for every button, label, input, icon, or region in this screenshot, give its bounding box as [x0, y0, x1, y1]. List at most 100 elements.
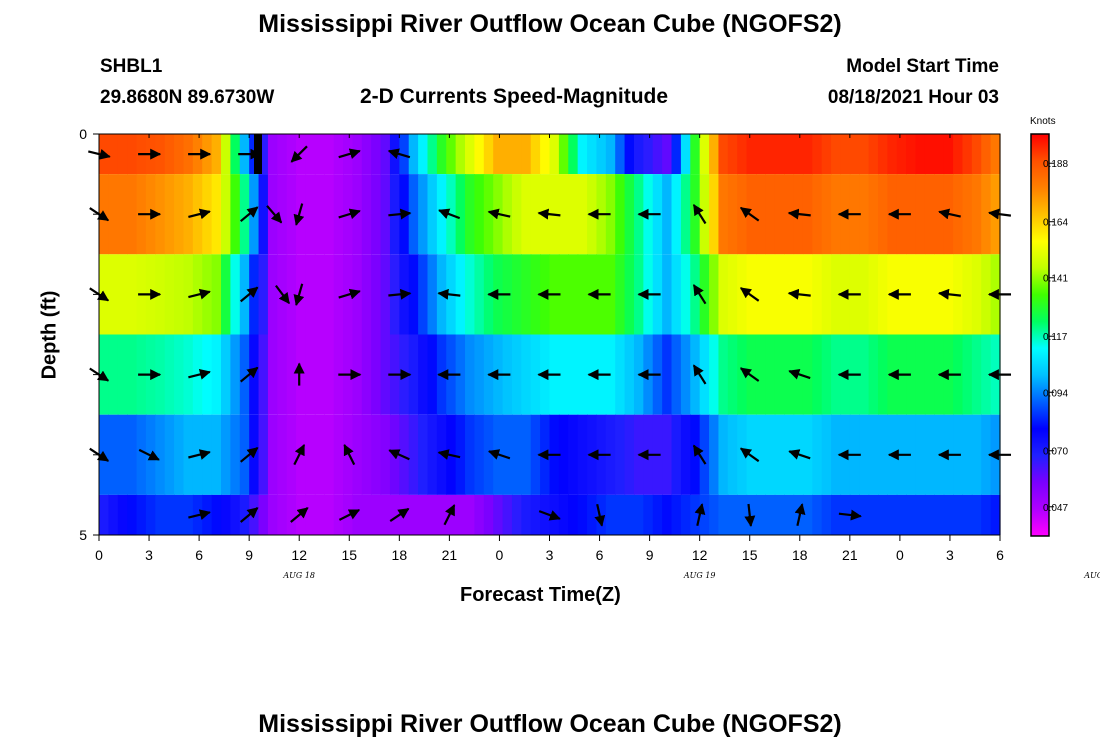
heatmap-cell	[737, 254, 748, 335]
heatmap-cell	[296, 334, 307, 415]
plot-title: 2-D Currents Speed-Magnitude	[360, 85, 669, 108]
heatmap-cell	[587, 134, 598, 175]
heatmap-cell	[915, 134, 926, 175]
heatmap-cell	[540, 494, 551, 535]
heatmap-cell	[324, 494, 335, 535]
x-tick-label: 0	[95, 547, 103, 563]
heatmap-cell	[577, 334, 588, 415]
heatmap-cell	[465, 254, 476, 335]
heatmap-cell	[859, 414, 870, 495]
current-vector-arrow	[787, 288, 811, 300]
heatmap-cell	[587, 494, 598, 535]
heatmap-cell	[380, 174, 391, 255]
heatmap-cell	[230, 134, 241, 175]
heatmap-cell	[755, 254, 766, 335]
heatmap-cell	[793, 494, 804, 535]
current-vector-arrow	[744, 503, 756, 527]
heatmap-cell	[436, 134, 447, 175]
heatmap-cell	[286, 134, 297, 175]
current-vector-arrow	[692, 203, 707, 225]
heatmap-cell	[127, 494, 138, 535]
heatmap-cell	[709, 494, 720, 535]
heatmap-cell	[239, 174, 250, 255]
heatmap-cell	[164, 414, 175, 495]
y-tick-label: 0	[79, 126, 87, 142]
heatmap-cell	[108, 334, 119, 415]
heatmap-cell	[465, 174, 476, 255]
heatmap-cell	[511, 494, 522, 535]
heatmap-cell	[859, 254, 870, 335]
station-coordinates: 29.8680N 89.6730W	[100, 87, 275, 108]
heatmap-cell	[849, 134, 860, 175]
heatmap-cell	[427, 134, 438, 175]
heatmap-cell	[605, 334, 616, 415]
heatmap-cell	[615, 254, 626, 335]
colorbar-tick-label: 0.047	[1043, 503, 1068, 514]
heatmap-cell	[755, 134, 766, 175]
heatmap-cell	[643, 494, 654, 535]
heatmap-cell	[831, 334, 842, 415]
heatmap-cell	[821, 174, 832, 255]
heatmap-cell	[221, 334, 231, 415]
heatmap-cell	[183, 174, 194, 255]
heatmap-cell	[877, 254, 888, 335]
colorbar-tick-label: 0.070	[1043, 447, 1068, 458]
colorbar: Knots 0.188 0.164 0.141 0.117 0.094 0.070 0.04…	[1030, 116, 1068, 537]
heatmap-cell	[455, 134, 466, 175]
heatmap-cell	[324, 414, 335, 495]
heatmap-cell	[615, 174, 626, 255]
heatmap-cell	[511, 174, 522, 255]
heatmap-cell	[530, 174, 541, 255]
heatmap-cell	[296, 134, 307, 175]
heatmap-cell	[108, 494, 119, 535]
heatmap-cell	[821, 254, 832, 335]
heatmap-cell	[577, 254, 588, 335]
model-start-value: 08/18/2021 Hour 03	[827, 87, 999, 108]
heatmap-cell	[164, 134, 175, 175]
heatmap-cell	[183, 494, 194, 535]
heatmap-cell	[755, 414, 766, 495]
heatmap-cell	[155, 494, 166, 535]
heatmap-cell	[605, 414, 616, 495]
heatmap-cell	[990, 494, 1001, 535]
current-vector-arrow	[293, 203, 305, 226]
heatmap-cell	[680, 134, 691, 175]
current-vector-arrow	[692, 284, 707, 305]
heatmap-cell	[502, 134, 513, 175]
current-vector-arrow	[138, 448, 160, 461]
current-vector-arrow	[188, 368, 211, 380]
heatmap-cell	[211, 494, 222, 535]
heatmap-cell	[962, 334, 973, 415]
heatmap-cell	[981, 134, 992, 175]
heatmap-cell	[812, 334, 823, 415]
heatmap-cell	[258, 494, 269, 535]
heatmap-cell	[953, 494, 964, 535]
heatmap-cell	[352, 414, 363, 495]
heatmap-cell	[511, 134, 522, 175]
heatmap-cell	[934, 174, 945, 255]
heatmap-cell	[793, 134, 804, 175]
heatmap-cell	[239, 254, 250, 335]
heatmap-cell	[211, 334, 222, 415]
current-vector-arrow	[239, 366, 259, 383]
heatmap-cell	[371, 414, 382, 495]
heatmap-cell	[699, 174, 710, 255]
heatmap-cell	[239, 494, 250, 535]
heatmap-cell	[333, 134, 344, 175]
heatmap-cell	[774, 254, 785, 335]
heatmap-cell	[277, 174, 288, 255]
heatmap-cell	[737, 494, 748, 535]
current-vector-arrow	[537, 208, 561, 220]
x-tick-label: 3	[546, 547, 554, 563]
heatmap-cell	[267, 254, 278, 335]
heatmap-cell	[737, 334, 748, 415]
heatmap-cell	[455, 414, 466, 495]
heatmap-cell	[924, 334, 935, 415]
heatmap-cell	[305, 134, 316, 175]
heatmap-cell	[765, 134, 776, 175]
current-vector-arrow	[343, 444, 356, 466]
heatmap-cell	[727, 494, 738, 535]
heatmap-cell	[558, 414, 569, 495]
heatmap-cell	[802, 414, 813, 495]
heatmap-cell	[418, 414, 429, 495]
